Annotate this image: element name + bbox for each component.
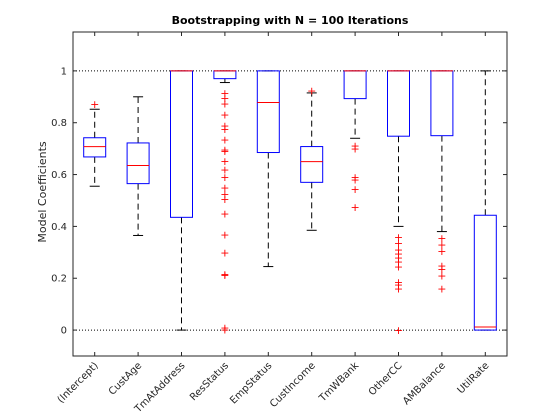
plot-frame: [72, 31, 508, 357]
outlier-marker: +: [220, 193, 229, 206]
x-tick-label: UtilRate: [456, 360, 492, 396]
outlier-marker: +: [394, 248, 403, 261]
outlier-marker: +: [220, 119, 229, 132]
outlier-marker: +: [220, 246, 229, 259]
x-tick-label: (Intercept): [56, 360, 101, 405]
outlier-marker: +: [350, 174, 359, 187]
y-axis-label: Model Coefficients: [36, 141, 49, 242]
box-iqr: [473, 214, 497, 331]
box-tmataddress: [170, 70, 193, 331]
box-iqr: [430, 70, 454, 137]
outlier-marker: +: [437, 270, 446, 283]
box-iqr: [83, 137, 107, 158]
y-tick-label: 0: [61, 326, 67, 337]
box-tmwbank: ++++++: [343, 70, 367, 214]
outlier-marker: +: [394, 255, 403, 268]
box-iqr: [256, 70, 280, 154]
x-tick-label: EmpStatus: [228, 360, 274, 406]
outlier-marker: +: [394, 244, 403, 257]
box-empstatus: [256, 70, 280, 268]
box-othercc: +++++++++++: [387, 70, 410, 337]
outlier-marker: +: [220, 145, 229, 158]
outlier-marker: +: [394, 231, 403, 244]
outlier-marker: +: [350, 171, 359, 184]
y-tick-label: 0.4: [51, 222, 67, 233]
box-iqr: [170, 70, 193, 218]
x-tick-label: ResStatus: [188, 360, 231, 403]
outlier-marker: +: [220, 155, 229, 168]
outlier-marker: +: [220, 92, 229, 105]
outlier-marker: +: [220, 323, 229, 336]
outlier-marker: +: [394, 279, 403, 292]
outlier-marker: +: [394, 324, 403, 337]
outlier-marker: +: [220, 229, 229, 242]
outlier-marker: +: [220, 163, 229, 176]
outlier-marker: +: [394, 252, 403, 265]
outlier-marker: +: [220, 269, 229, 282]
chart-title: Bootstrapping with N = 100 Iterations: [172, 14, 409, 27]
outlier-marker: +: [350, 201, 359, 214]
outlier-marker: +: [307, 84, 316, 97]
outlier-marker: +: [220, 207, 229, 220]
outlier-marker: +: [350, 143, 359, 156]
outlier-marker: +: [220, 268, 229, 281]
outlier-marker: +: [437, 232, 446, 245]
box-custincome: +: [300, 84, 324, 231]
outlier-marker: +: [437, 283, 446, 296]
outlier-marker: +: [437, 245, 446, 258]
box-ambalance: +++++++: [430, 70, 454, 296]
outlier-marker: +: [220, 171, 229, 184]
box-resstatus: ++++++++++++++++++++++: [213, 70, 237, 336]
outlier-marker: +: [220, 108, 229, 121]
outlier-marker: +: [220, 143, 229, 156]
outlier-marker: +: [90, 98, 99, 111]
box-group: ++++++++++++++++++++++++++++++++++++++++…: [83, 70, 497, 337]
outlier-marker: +: [220, 134, 229, 147]
box-intercept: +: [83, 98, 107, 187]
box-iqr: [300, 146, 324, 183]
reference-lines: [73, 70, 507, 331]
outlier-marker: +: [350, 140, 359, 153]
box-iqr: [387, 70, 410, 137]
box-iqr: [343, 70, 367, 100]
outlier-marker: +: [437, 263, 446, 276]
box-iqr: [213, 70, 237, 80]
outlier-marker: +: [437, 259, 446, 272]
outlier-marker: +: [394, 237, 403, 250]
outlier-marker: +: [394, 276, 403, 289]
box-utilrate: [473, 70, 497, 331]
outlier-marker: +: [220, 182, 229, 195]
outlier-marker: +: [350, 183, 359, 196]
y-tick-label: 0.8: [51, 118, 67, 129]
box-iqr: [126, 142, 150, 185]
x-tick-label: CustIncome: [268, 360, 318, 410]
y-tick-label: 1: [61, 66, 67, 77]
outlier-marker: +: [394, 283, 403, 296]
outlier-marker: +: [394, 261, 403, 274]
box-custage: [126, 96, 150, 236]
x-tick-label: OtherCC: [367, 360, 405, 398]
outlier-marker: +: [220, 87, 229, 100]
y-tick-label: 0.6: [51, 170, 67, 181]
outlier-marker: +: [220, 97, 229, 110]
x-tick-label: AMBalance: [401, 360, 448, 407]
x-tick-label: TmWBank: [317, 360, 362, 405]
y-tick-label: 0.2: [51, 274, 67, 285]
outlier-marker: +: [220, 188, 229, 201]
outlier-marker: +: [220, 321, 229, 334]
outlier-marker: +: [220, 123, 229, 136]
outlier-marker: +: [437, 239, 446, 252]
x-tick-label: CustAge: [107, 360, 144, 397]
